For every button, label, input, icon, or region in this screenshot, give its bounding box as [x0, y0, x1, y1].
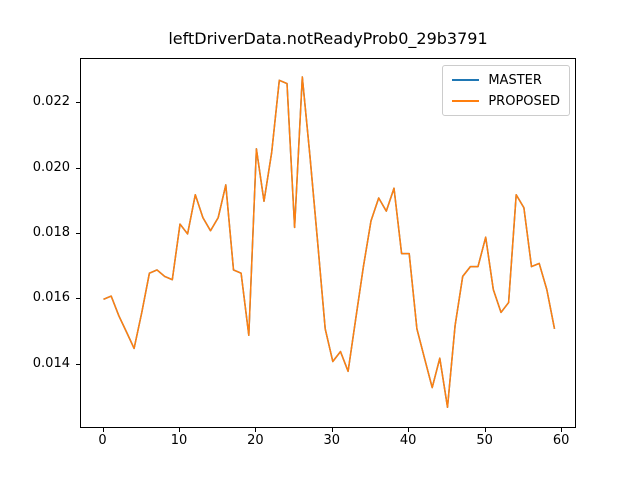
y-tick-label: 0.016: [32, 290, 70, 306]
x-tick-label: 10: [170, 433, 188, 448]
chart-title: leftDriverData.notReadyProb0_29b3791: [168, 29, 488, 48]
y-tick-mark: [76, 167, 80, 169]
x-tick-label: 0: [98, 433, 107, 448]
y-tick-label: 0.020: [32, 159, 70, 175]
y-tick-mark: [76, 363, 80, 365]
series-line-proposed: [103, 76, 556, 408]
legend-entry-proposed: PROPOSED: [452, 93, 560, 109]
x-tick-mark: [331, 428, 333, 432]
x-tick-mark: [102, 428, 104, 432]
legend-entry-master: MASTER: [452, 72, 560, 88]
y-tick-mark: [76, 102, 80, 104]
y-tick-label: 0.022: [32, 94, 70, 110]
y-tick-mark: [76, 232, 80, 234]
legend: MASTER PROPOSED: [442, 65, 570, 116]
y-tick-mark: [76, 298, 80, 300]
y-tick-label: 0.018: [32, 224, 70, 240]
legend-label: MASTER: [488, 72, 542, 88]
line-plot-canvas: [103, 76, 556, 408]
master-line-swatch-icon: [452, 79, 480, 81]
x-tick-label: 50: [476, 433, 493, 448]
x-tick-mark: [179, 428, 180, 432]
x-tick-mark: [561, 428, 563, 432]
x-tick-label: 30: [323, 433, 341, 448]
plot-area: MASTER PROPOSED: [80, 58, 576, 428]
x-tick-mark: [255, 428, 257, 432]
x-tick-label: 20: [247, 433, 264, 448]
y-tick-label: 0.014: [32, 355, 70, 371]
x-tick-mark: [408, 428, 410, 432]
x-tick-mark: [484, 428, 486, 432]
proposed-line-swatch-icon: [452, 100, 480, 102]
x-tick-label: 40: [399, 433, 417, 448]
legend-label: PROPOSED: [488, 93, 560, 109]
x-tick-label: 60: [552, 433, 570, 448]
